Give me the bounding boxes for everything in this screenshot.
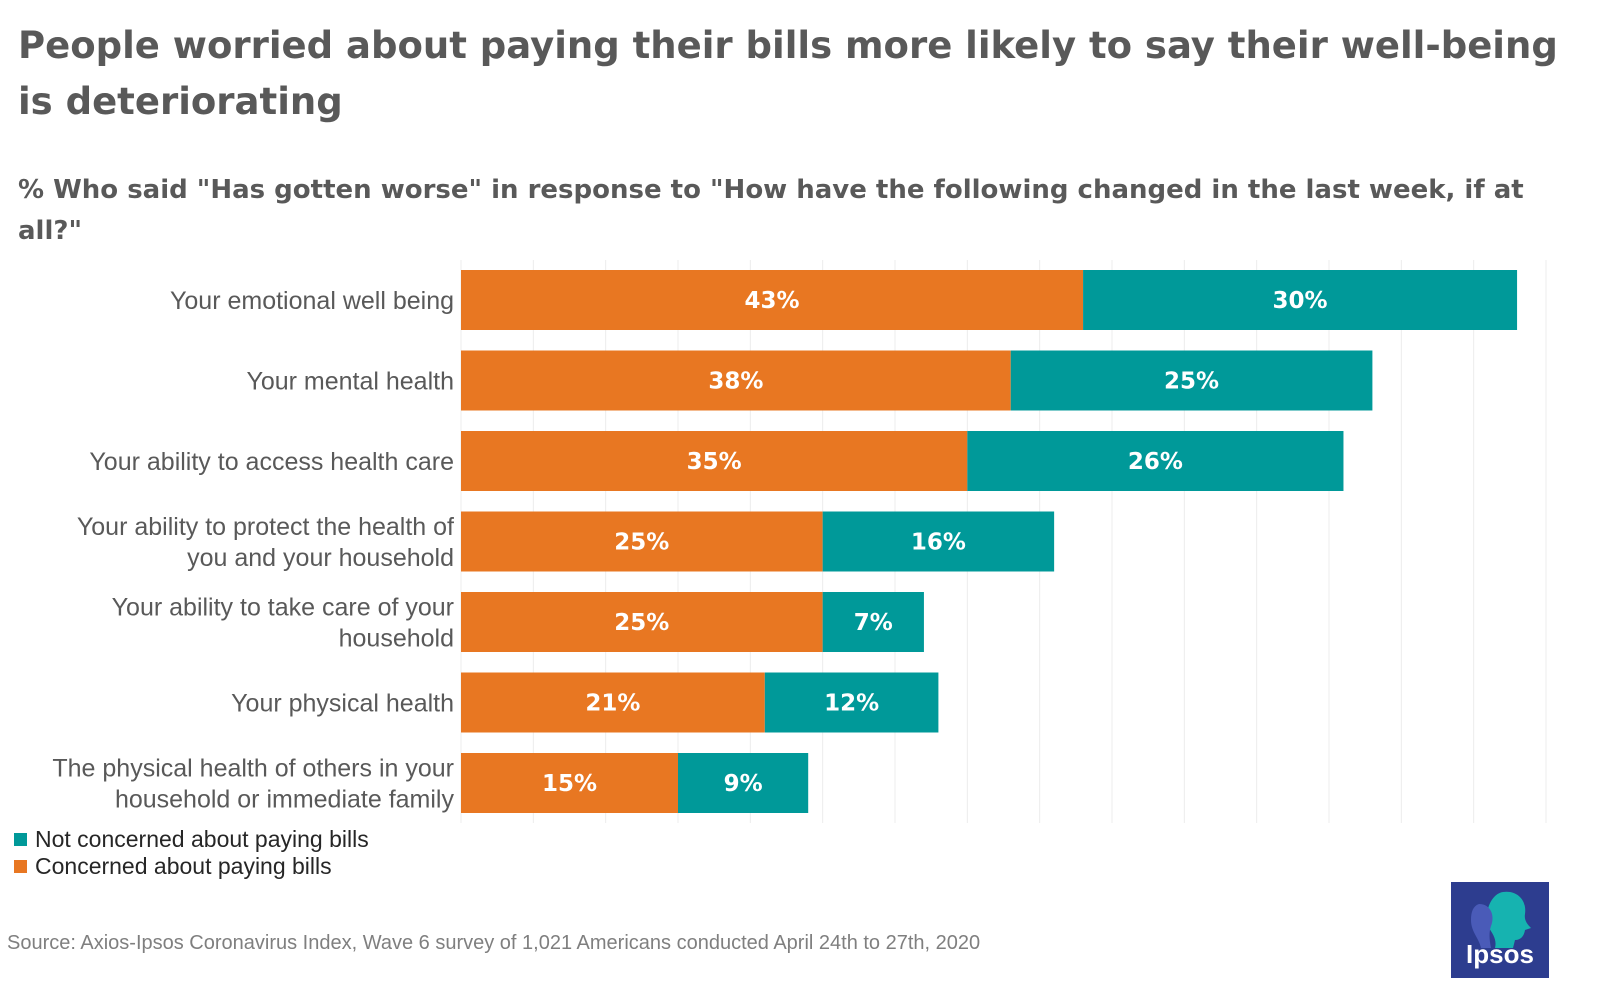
category-label: Your physical health	[231, 690, 454, 718]
data-label: 35%	[687, 449, 742, 475]
legend-item-not-concerned: Not concerned about paying bills	[14, 826, 369, 853]
category-label: Your emotional well being	[170, 287, 454, 315]
stacked-bar-chart: Your emotional well being Your mental hea…	[52, 260, 1547, 823]
chart-title: People worried about paying their bills …	[18, 24, 1558, 123]
logo-text: Ipsos	[1466, 939, 1534, 969]
data-label: 26%	[1128, 449, 1183, 475]
legend-swatch-orange	[14, 860, 27, 873]
data-label: 25%	[614, 610, 669, 636]
data-label: 30%	[1273, 288, 1328, 314]
bar-not-concerned	[822, 592, 924, 652]
bar-not-concerned	[1083, 270, 1518, 330]
category-labels: Your emotional well being Your mental hea…	[52, 287, 454, 814]
data-label: 9%	[724, 771, 763, 797]
bar-not-concerned	[764, 672, 939, 733]
legend: Not concerned about paying bills Concern…	[14, 826, 369, 880]
legend-swatch-teal	[14, 833, 27, 846]
bar-concerned	[461, 431, 968, 491]
data-label: 43%	[745, 288, 800, 314]
data-label: 12%	[824, 691, 879, 717]
chart-subtitle: % Who said "Has gotten worse" in respons…	[18, 175, 1524, 246]
category-label: Your mental health	[246, 368, 454, 396]
bar-not-concerned	[967, 431, 1344, 491]
ipsos-head-icon	[1471, 891, 1531, 948]
legend-item-concerned: Concerned about paying bills	[14, 853, 369, 880]
category-label: Your ability to access health care	[89, 448, 454, 476]
data-label: 38%	[708, 369, 763, 395]
bar-concerned	[461, 592, 823, 652]
bar-concerned	[461, 511, 823, 572]
data-label: 25%	[1164, 369, 1219, 395]
legend-label: Not concerned about paying bills	[35, 826, 369, 852]
bar-concerned	[461, 672, 765, 733]
bar-not-concerned	[822, 511, 1055, 572]
bar-not-concerned	[1010, 350, 1373, 411]
data-label: 15%	[542, 771, 597, 797]
data-label: 25%	[614, 530, 669, 556]
bars: 43% 30% 38% 25% 35% 26% 25% 16% 25% 7% 21% 12% 15% 9%	[461, 270, 1518, 813]
bar-concerned	[461, 753, 678, 813]
bar-concerned	[461, 270, 1084, 330]
source-note: Source: Axios-Ipsos Coronavirus Index, W…	[7, 932, 981, 954]
bar-not-concerned	[678, 753, 809, 813]
data-label: 16%	[911, 530, 966, 556]
category-label: The physical health of others in your hou…	[52, 755, 454, 814]
legend-label: Concerned about paying bills	[35, 853, 332, 879]
data-label: 7%	[854, 610, 893, 636]
category-label: Your ability to take care of your househo…	[112, 594, 454, 653]
ipsos-logo: Ipsos	[1451, 882, 1549, 978]
bar-concerned	[461, 350, 1011, 411]
category-label: Your ability to protect the health of you…	[77, 513, 454, 572]
data-label: 21%	[585, 691, 640, 717]
